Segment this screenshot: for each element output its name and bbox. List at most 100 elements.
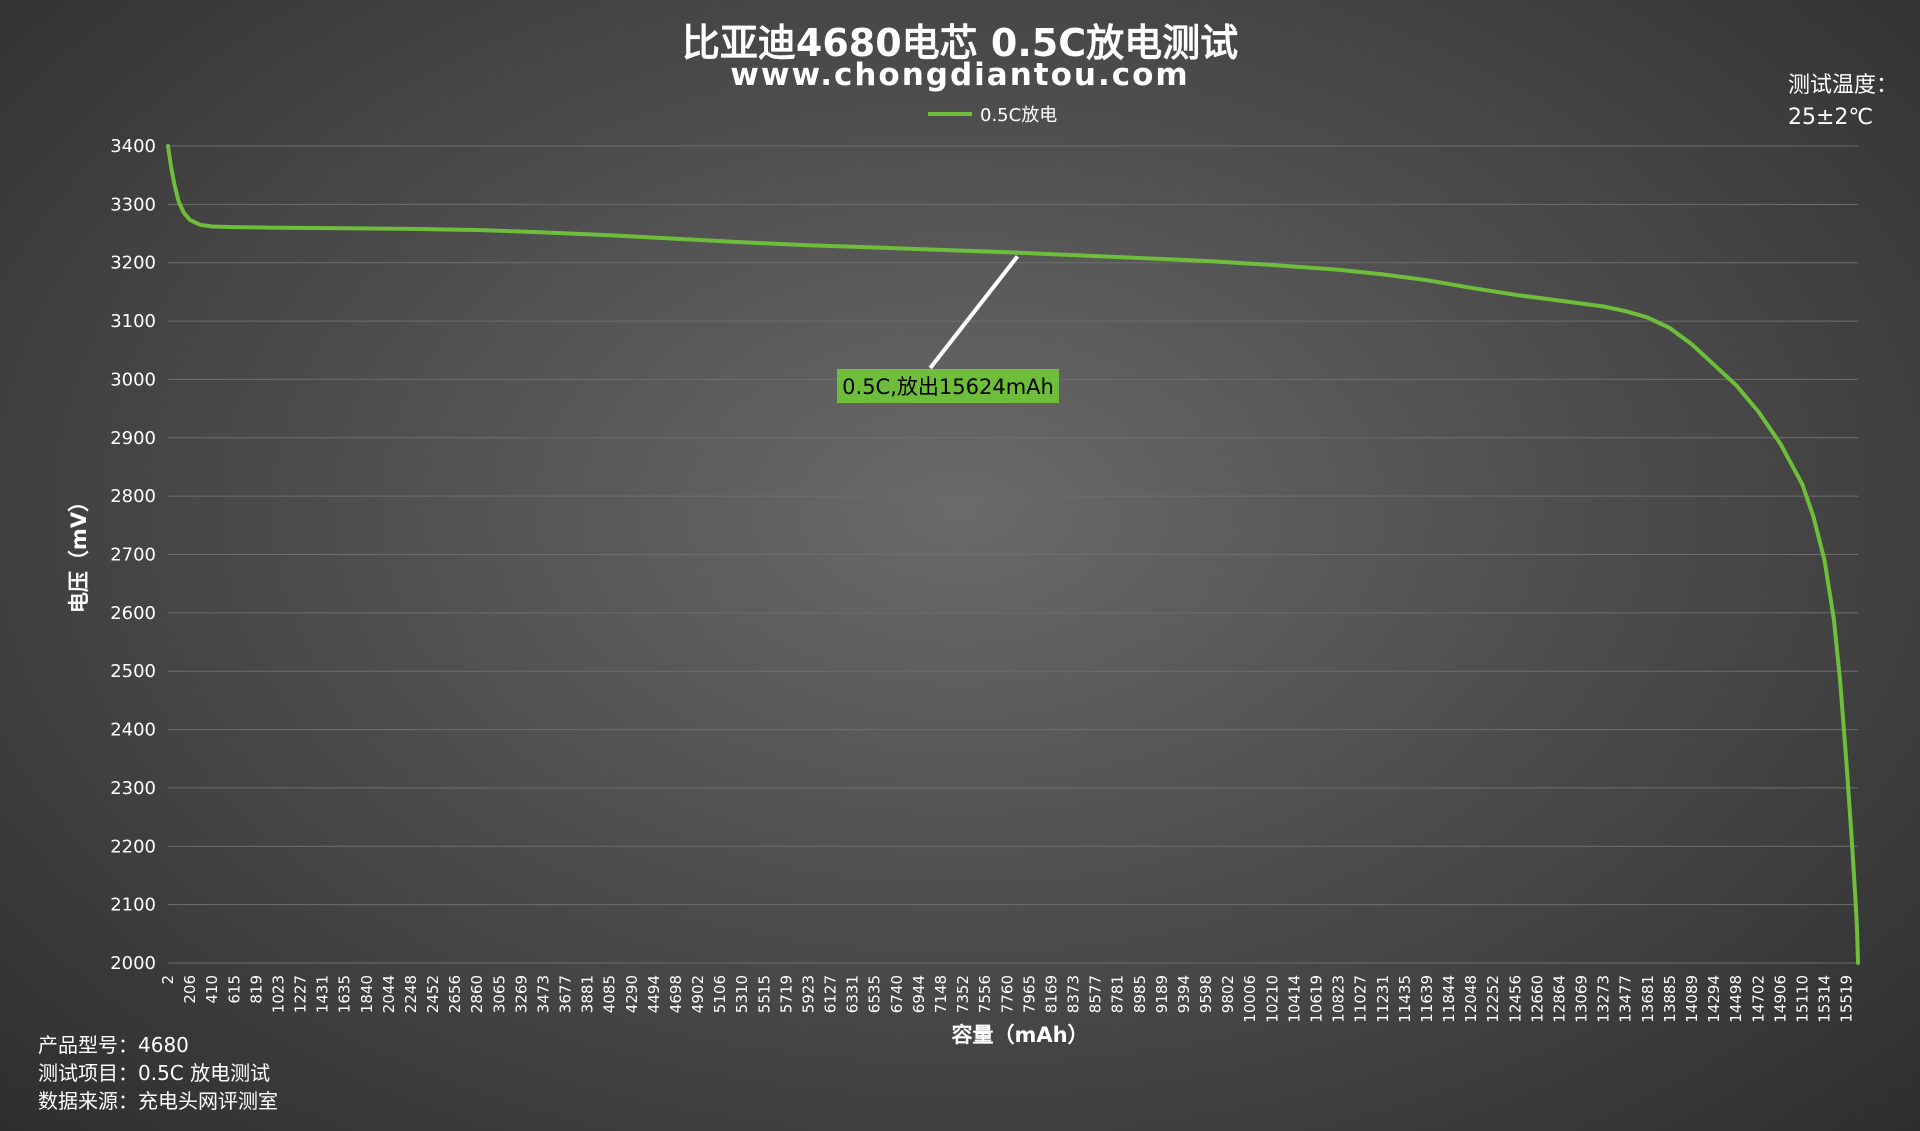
x-tick-label: 2656 [446, 975, 464, 1013]
x-tick-label: 5515 [755, 975, 773, 1013]
x-tick-label: 3473 [534, 975, 552, 1013]
x-tick-label: 13885 [1661, 975, 1679, 1023]
x-tick-label: 10210 [1263, 975, 1281, 1023]
x-tick-label: 12864 [1550, 975, 1568, 1023]
data-source: 数据来源：充电头网评测室 [38, 1089, 278, 1113]
x-tick-label: 7965 [1020, 975, 1038, 1013]
y-tick-label: 3000 [110, 369, 156, 390]
y-tick-label: 2100 [110, 895, 156, 916]
y-tick-label: 2700 [110, 545, 156, 566]
x-tick-label: 8577 [1087, 975, 1105, 1013]
y-tick-label: 3300 [110, 194, 156, 215]
x-tick-label: 10619 [1308, 975, 1326, 1023]
x-tick-label: 7352 [954, 975, 972, 1013]
legend-label: 0.5C放电 [980, 105, 1057, 126]
callout: 0.5C,放出15624mAh [837, 255, 1059, 403]
y-tick-label: 2000 [110, 953, 156, 974]
y-tick-label: 2200 [110, 836, 156, 857]
x-tick-label: 8781 [1109, 975, 1127, 1013]
x-tick-label: 9598 [1197, 975, 1215, 1013]
x-tick-label: 6944 [910, 975, 928, 1013]
x-tick-label: 10006 [1241, 975, 1259, 1023]
y-tick-label: 3400 [110, 136, 156, 157]
x-tick-label: 13477 [1617, 975, 1635, 1023]
x-tick-label: 12252 [1484, 975, 1502, 1023]
x-tick-label: 14906 [1771, 975, 1789, 1023]
y-tick-label: 2300 [110, 778, 156, 799]
test-temperature-label: 测试温度： [1787, 73, 1898, 98]
x-tick-label: 5923 [800, 975, 818, 1013]
x-tick-label: 9394 [1175, 975, 1193, 1013]
x-tick-label: 3065 [490, 975, 508, 1013]
y-axis-title: 电压（mV） [67, 491, 91, 613]
x-tick-label: 6127 [822, 975, 840, 1013]
y-tick-label: 2500 [110, 661, 156, 682]
x-tick-label: 7148 [932, 975, 950, 1013]
x-tick-label: 3881 [579, 975, 597, 1013]
x-tick-label: 1635 [336, 975, 354, 1013]
y-axis-ticks: 2000 2100 2200 2300 2400 2500 2600 2700 2800 2900… [110, 136, 156, 974]
y-tick-label: 2600 [110, 603, 156, 624]
y-tick-label: 3200 [110, 253, 156, 274]
x-tick-label: 5310 [733, 975, 751, 1013]
x-tick-label: 14702 [1749, 975, 1767, 1023]
x-tick-label: 2248 [402, 975, 420, 1013]
x-tick-label: 410 [203, 975, 221, 1004]
x-tick-label: 9802 [1219, 975, 1237, 1013]
x-tick-label: 11435 [1396, 975, 1414, 1023]
x-tick-label: 6740 [888, 975, 906, 1013]
x-tick-label: 4698 [667, 975, 685, 1013]
x-tick-label: 11231 [1374, 975, 1392, 1023]
x-tick-label: 2860 [468, 975, 486, 1013]
x-tick-label: 615 [225, 975, 243, 1004]
y-tick-label: 2800 [110, 486, 156, 507]
x-tick-label: 15519 [1838, 975, 1856, 1023]
x-tick-label: 9189 [1153, 975, 1171, 1013]
x-tick-label: 206 [181, 975, 199, 1004]
x-tick-label: 5106 [711, 975, 729, 1013]
x-tick-label: 11027 [1352, 975, 1370, 1023]
x-tick-label: 15314 [1815, 975, 1833, 1023]
x-tick-label: 13069 [1573, 975, 1591, 1023]
x-tick-label: 2 [159, 975, 177, 985]
x-tick-label: 14498 [1727, 975, 1745, 1023]
x-tick-label: 15110 [1793, 975, 1811, 1023]
callout-box [837, 369, 1059, 403]
y-tick-label: 2900 [110, 428, 156, 449]
x-tick-label: 3269 [512, 975, 530, 1013]
x-tick-label: 12048 [1462, 975, 1480, 1023]
product-model: 产品型号：4680 [38, 1033, 189, 1057]
callout-leader-line [928, 255, 1020, 370]
x-tick-label: 7760 [998, 975, 1016, 1013]
x-axis-ticks: 2 206 410 615 819 1023 1227 1431 1635 1840 2044 224… [159, 975, 1856, 1023]
x-tick-label: 819 [247, 975, 265, 1004]
x-tick-label: 6535 [866, 975, 884, 1013]
x-tick-label: 2044 [380, 975, 398, 1013]
legend: 0.5C放电 [928, 105, 1057, 126]
x-tick-label: 11844 [1440, 975, 1458, 1023]
test-item: 测试项目：0.5C 放电测试 [38, 1061, 271, 1085]
test-temperature-value: 25±2℃ [1787, 105, 1874, 130]
x-tick-label: 4290 [623, 975, 641, 1013]
chart-title: 比亚迪4680电芯 0.5C放电测试 [681, 21, 1239, 65]
x-tick-label: 7556 [976, 975, 994, 1013]
test-temperature: 测试温度： 25±2℃ [1788, 70, 1898, 134]
x-tick-label: 1227 [292, 975, 310, 1013]
x-tick-label: 5719 [777, 975, 795, 1013]
x-tick-label: 14294 [1705, 975, 1723, 1023]
chart-subtitle: www.chongdiantou.com [730, 57, 1190, 93]
x-tick-label: 3677 [557, 975, 575, 1013]
x-tick-label: 6331 [844, 975, 862, 1013]
x-tick-label: 8985 [1131, 975, 1149, 1013]
x-tick-label: 2452 [424, 975, 442, 1013]
y-tick-label: 3100 [110, 311, 156, 332]
x-tick-label: 4494 [645, 975, 663, 1013]
x-tick-label: 10414 [1285, 975, 1303, 1023]
x-axis-title: 容量（mAh） [951, 1023, 1088, 1047]
x-tick-label: 14089 [1683, 975, 1701, 1023]
x-tick-label: 8373 [1065, 975, 1083, 1013]
test-info: 产品型号：4680 测试项目：0.5C 放电测试 数据来源：充电头网评测室 [38, 1031, 278, 1115]
x-tick-label: 12456 [1506, 975, 1524, 1023]
x-tick-label: 13681 [1639, 975, 1657, 1023]
